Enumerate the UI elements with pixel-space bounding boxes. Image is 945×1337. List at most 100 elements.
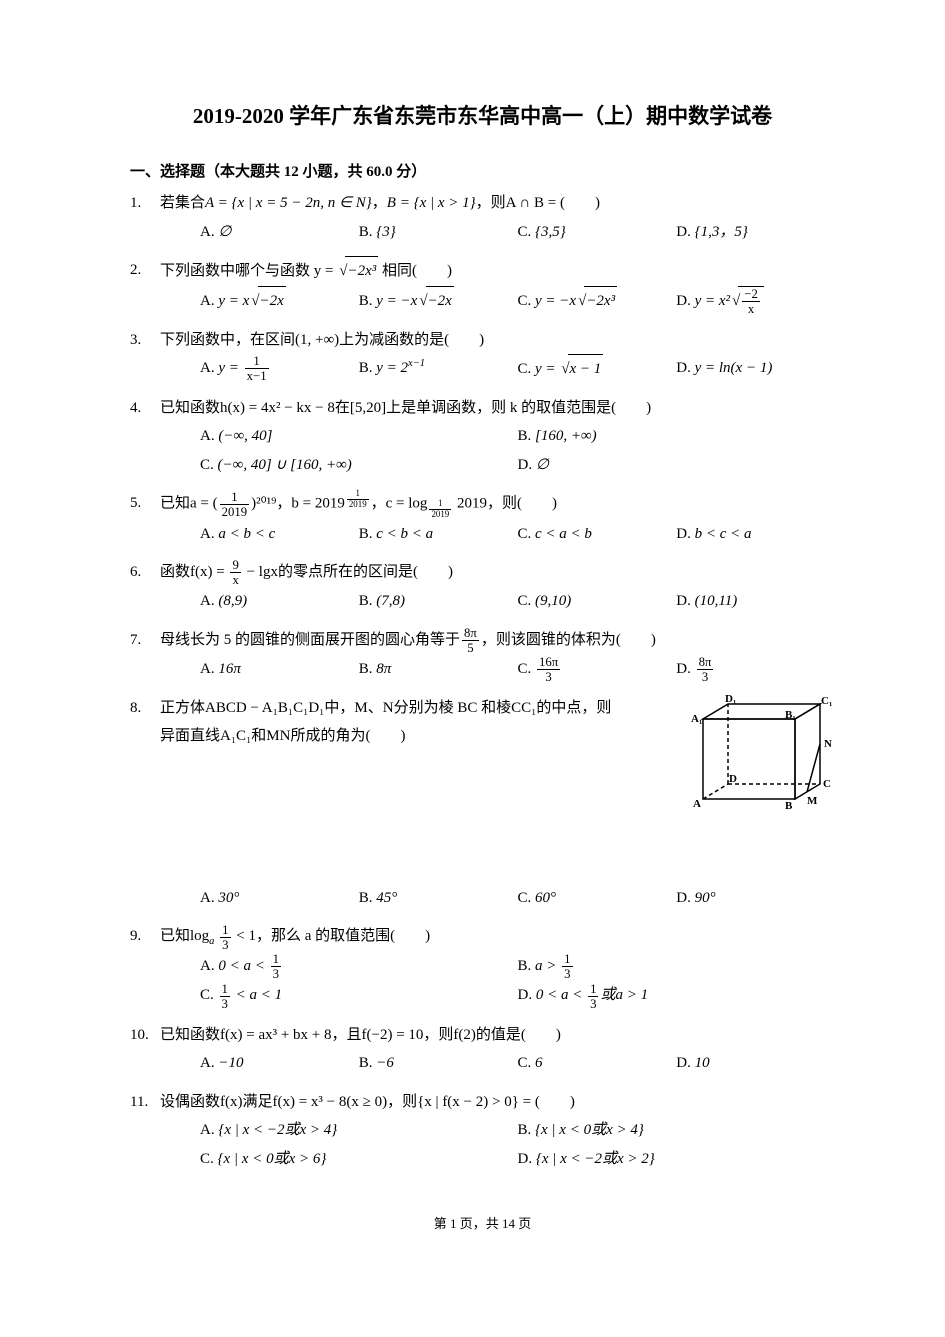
question-number: 11. [130,1088,148,1117]
question-number: 9. [130,922,141,951]
question-stem: 函数f(x) = 9x − lgx的零点所在的区间是( ) [160,558,835,587]
question-2: 2. 下列函数中哪个与函数 y = −2x³ 相同( ) A. y = x−2x… [130,256,835,316]
option-d: D. 0 < a < 13或a > 1 [518,981,836,1010]
option-d: D. {x | x < −2或x > 2} [518,1145,836,1174]
option-d: D. {1,3，5} [676,218,835,247]
options: A. (8,9) B. (7,8) C. (9,10) D. (10,11) [160,587,835,616]
option-a: A. ∅ [200,218,359,247]
question-1: 1. 若集合A = {x | x = 5 − 2n, n ∈ N}，B = {x… [130,189,835,246]
option-b: B. y = 2x−1 [359,354,518,384]
question-stem: 下列函数中哪个与函数 y = −2x³ 相同( ) [160,256,835,286]
question-number: 5. [130,489,141,518]
option-a: A. (−∞, 40] [200,422,518,451]
question-3: 3. 下列函数中，在区间(1, +∞)上为减函数的是( ) A. y = 1x−… [130,326,835,384]
question-stem: 母线长为 5 的圆锥的侧面展开图的圆心角等于8π5，则该圆锥的体积为( ) [160,626,835,655]
option-d: D. (10,11) [676,587,835,616]
question-11: 11. 设偶函数f(x)满足f(x) = x³ − 8(x ≥ 0)，则{x |… [130,1088,835,1174]
option-d: D. y = x²−2x [676,286,835,316]
option-b: B. {x | x < 0或x > 4} [518,1116,836,1145]
option-b: B. 8π [359,655,518,684]
question-7: 7. 母线长为 5 的圆锥的侧面展开图的圆心角等于8π5，则该圆锥的体积为( )… [130,626,835,684]
question-number: 1. [130,189,141,218]
question-5: 5. 已知a = (12019)²⁰¹⁹，b = 201912019，c = l… [130,489,835,548]
option-a: A. y = x−2x [200,286,359,316]
options: A. 0 < a < 13 B. a > 13 C. 13 < a < 1 D.… [160,952,835,1010]
question-stem: 若集合A = {x | x = 5 − 2n, n ∈ N}，B = {x | … [160,189,835,218]
question-stem: 已知函数h(x) = 4x² − kx − 8在[5,20]上是单调函数，则 k… [160,394,835,423]
svg-text:N: N [824,738,832,750]
question-stem: 已知loga 13 < 1，那么 a 的取值范围( ) [160,922,835,952]
svg-text:A₁: A₁ [691,713,702,725]
options: A. −10 B. −6 C. 6 D. 10 [160,1049,835,1078]
option-c: C. 13 < a < 1 [200,981,518,1010]
question-number: 2. [130,256,141,285]
option-b: B. y = −x−2x [359,286,518,316]
option-d: D. ∅ [518,451,836,480]
option-b: B. −6 [359,1049,518,1078]
option-c: C. {3,5} [518,218,677,247]
question-number: 8. [130,694,141,723]
svg-text:D: D [729,773,737,785]
question-10: 10. 已知函数f(x) = ax³ + bx + 8，且f(−2) = 10，… [130,1021,835,1078]
option-b: B. [160, +∞) [518,422,836,451]
option-d: D. y = ln(x − 1) [676,354,835,384]
options: A. y = x−2x B. y = −x−2x C. y = −x−2x³ D… [160,286,835,316]
option-b: B. a > 13 [518,952,836,981]
question-stem: 已知a = (12019)²⁰¹⁹，b = 201912019，c = log1… [160,489,835,520]
option-a: A. 0 < a < 13 [200,952,518,981]
option-a: A. y = 1x−1 [200,354,359,384]
option-c: C. 60° [518,884,677,913]
question-8: 8. D₁ C₁ [130,694,835,913]
option-c: C. c < a < b [518,520,677,549]
option-c: C. {x | x < 0或x > 6} [200,1145,518,1174]
question-number: 7. [130,626,141,655]
option-a: A. a < b < c [200,520,359,549]
options: A. {x | x < −2或x > 4} B. {x | x < 0或x > … [160,1116,835,1173]
question-4: 4. 已知函数h(x) = 4x² − kx − 8在[5,20]上是单调函数，… [130,394,835,480]
option-b: B. {3} [359,218,518,247]
options: A. y = 1x−1 B. y = 2x−1 C. y = x − 1 D. … [160,354,835,384]
section-header: 一、选择题（本大题共 12 小题，共 60.0 分） [130,160,835,181]
question-stem: 设偶函数f(x)满足f(x) = x³ − 8(x ≥ 0)，则{x | f(x… [160,1088,835,1117]
options: A. (−∞, 40] B. [160, +∞) C. (−∞, 40] ∪ [… [160,422,835,479]
svg-text:A: A [693,798,701,810]
question-number: 3. [130,326,141,355]
question-stem: 下列函数中，在区间(1, +∞)上为减函数的是( ) [160,326,835,355]
option-d: D. 10 [676,1049,835,1078]
svg-text:C: C [823,778,831,790]
option-a: A. −10 [200,1049,359,1078]
option-a: A. (8,9) [200,587,359,616]
option-a: A. {x | x < −2或x > 4} [200,1116,518,1145]
svg-text:D₁: D₁ [725,694,736,705]
options: A. 30° B. 45° C. 60° D. 90° [160,884,835,913]
question-number: 10. [130,1021,149,1050]
options: A. a < b < c B. c < b < a C. c < a < b D… [160,520,835,549]
option-d: D. 8π3 [676,655,835,684]
question-number: 4. [130,394,141,423]
question-stem: 已知函数f(x) = ax³ + bx + 8，且f(−2) = 10，则f(2… [160,1021,835,1050]
option-a: A. 16π [200,655,359,684]
svg-text:M: M [807,795,818,807]
option-c: C. (9,10) [518,587,677,616]
option-b: B. 45° [359,884,518,913]
option-a: A. 30° [200,884,359,913]
options: A. 16π B. 8π C. 16π3 D. 8π3 [160,655,835,684]
svg-text:B₁: B₁ [785,709,796,721]
option-c: C. 6 [518,1049,677,1078]
cube-figure: D₁ C₁ A₁ B₁ D C A B M N [685,694,835,824]
question-number: 6. [130,558,141,587]
option-b: B. (7,8) [359,587,518,616]
cube-icon: D₁ C₁ A₁ B₁ D C A B M N [685,694,835,824]
option-c: C. y = x − 1 [518,354,677,384]
svg-text:C₁: C₁ [821,695,832,707]
question-9: 9. 已知loga 13 < 1，那么 a 的取值范围( ) A. 0 < a … [130,922,835,1010]
option-b: B. c < b < a [359,520,518,549]
page-title: 2019-2020 学年广东省东莞市东华高中高一（上）期中数学试卷 [130,100,835,130]
question-6: 6. 函数f(x) = 9x − lgx的零点所在的区间是( ) A. (8,9… [130,558,835,616]
svg-text:B: B [785,800,793,812]
option-c: C. y = −x−2x³ [518,286,677,316]
page-footer: 第 1 页，共 14 页 [130,1213,835,1232]
option-c: C. 16π3 [518,655,677,684]
options: A. ∅ B. {3} C. {3,5} D. {1,3，5} [160,218,835,247]
option-d: D. 90° [676,884,835,913]
